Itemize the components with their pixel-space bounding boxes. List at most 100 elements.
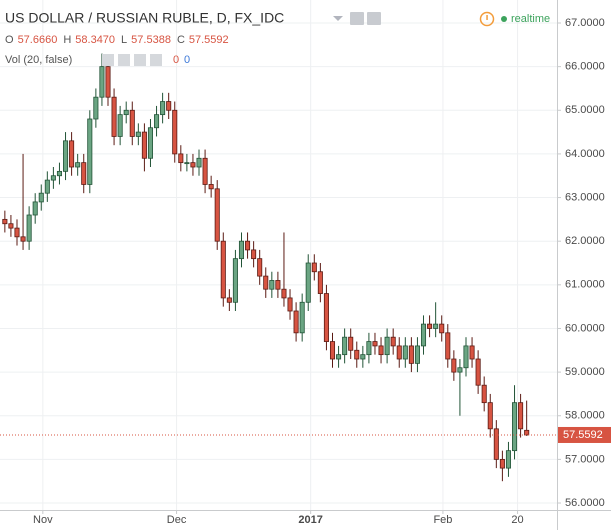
candle-body — [32, 201, 38, 216]
candle-body — [275, 280, 281, 290]
icon[interactable] — [150, 54, 162, 66]
candle-body — [147, 127, 153, 159]
icon[interactable] — [118, 54, 130, 66]
y-tick-label: 58.0000 — [565, 410, 605, 422]
ohlc-value: 57.5592 — [189, 34, 229, 46]
candle-body — [220, 240, 226, 299]
candle-body — [190, 162, 196, 168]
candle-body — [208, 184, 214, 190]
candle-body — [475, 358, 481, 386]
candle-body — [505, 450, 511, 469]
candle-body — [342, 336, 348, 356]
candle-body — [141, 131, 147, 159]
eye-icon[interactable] — [350, 12, 364, 25]
volume-value: 0 — [173, 54, 179, 66]
candle-body — [160, 101, 166, 116]
last-price-label: 57.5592 — [563, 429, 603, 441]
candle-body — [93, 96, 99, 120]
candle-body — [50, 175, 56, 181]
candle-body — [493, 428, 499, 460]
candle-body — [263, 275, 269, 290]
warning-icon[interactable] — [479, 11, 495, 27]
chart-title: US DOLLAR / RUSSIAN RUBLE, D, FX_IDC — [5, 10, 284, 26]
candle-body — [402, 345, 408, 360]
candle-body — [481, 384, 487, 404]
candle-body — [366, 341, 372, 356]
dropdown-icon[interactable] — [333, 16, 343, 21]
settings-icon[interactable] — [367, 12, 381, 25]
status-dot — [501, 16, 507, 22]
candle-body — [14, 227, 20, 238]
candle-body — [202, 157, 208, 185]
ohlc-value: 57.5388 — [131, 34, 171, 46]
status-text: realtime — [511, 13, 550, 25]
candle-body — [293, 310, 299, 334]
last-price-box — [558, 426, 611, 443]
volume-icons[interactable] — [102, 54, 162, 66]
candle-body — [323, 293, 329, 342]
candle-body — [299, 301, 305, 334]
candle-body — [87, 118, 93, 185]
candle-body — [154, 114, 160, 129]
title-icons[interactable] — [333, 12, 381, 25]
icon[interactable] — [134, 54, 146, 66]
candle-body — [451, 358, 457, 373]
candle-body — [56, 170, 62, 177]
candle-body — [433, 323, 439, 329]
x-tick-label: Nov — [33, 514, 53, 526]
candle-body — [372, 341, 378, 347]
candle-body — [420, 323, 427, 347]
candle-body — [129, 109, 135, 137]
candles — [0, 53, 557, 482]
candle-body — [44, 179, 50, 194]
ohlc-value: 58.3470 — [75, 34, 115, 46]
candle-body — [457, 367, 463, 373]
candle-body — [512, 402, 518, 452]
ohlc-value: 57.6660 — [18, 34, 58, 46]
candle-body — [105, 66, 111, 98]
candle-body — [390, 336, 396, 347]
y-tick-label: 57.0000 — [565, 453, 605, 465]
candle-body — [232, 258, 238, 303]
volume-value: 0 — [184, 54, 190, 66]
y-tick-label: 63.0000 — [565, 191, 605, 203]
x-tick-label: 20 — [511, 514, 523, 526]
candle-body — [63, 140, 69, 172]
candle-body — [336, 354, 342, 360]
candle-body — [427, 323, 433, 329]
candle-body — [305, 262, 311, 303]
candle-body — [99, 66, 105, 98]
candle-body — [348, 336, 354, 351]
y-tick-label: 61.0000 — [565, 279, 605, 291]
candle-body — [396, 345, 402, 360]
candle-body — [26, 214, 32, 242]
candle-body — [499, 458, 505, 469]
candle-body — [257, 258, 263, 277]
candle-body — [2, 218, 8, 225]
candle-body — [123, 109, 129, 116]
candle-body — [184, 162, 190, 165]
candle-body — [172, 109, 178, 155]
candle-body — [487, 402, 493, 430]
candle-body — [281, 288, 287, 299]
icon[interactable] — [102, 54, 114, 66]
candle-body — [117, 114, 123, 137]
candle-body — [214, 188, 220, 242]
candle-body — [111, 96, 117, 137]
candle-body — [518, 402, 524, 430]
candle-body — [226, 297, 232, 303]
candle-body — [317, 271, 323, 294]
candle-body — [463, 345, 469, 369]
candle-body — [81, 162, 87, 185]
y-tick-label: 64.0000 — [565, 148, 605, 160]
y-tick-label: 60.0000 — [565, 322, 605, 334]
candle-body — [245, 240, 251, 251]
y-tick-label: 56.0000 — [565, 497, 605, 509]
candle-body — [354, 349, 360, 360]
candle-body — [135, 131, 141, 137]
candle-body — [38, 192, 44, 203]
y-tick-label: 59.0000 — [565, 366, 605, 378]
ohlc-key: O — [5, 34, 14, 46]
candle-body — [439, 323, 445, 334]
